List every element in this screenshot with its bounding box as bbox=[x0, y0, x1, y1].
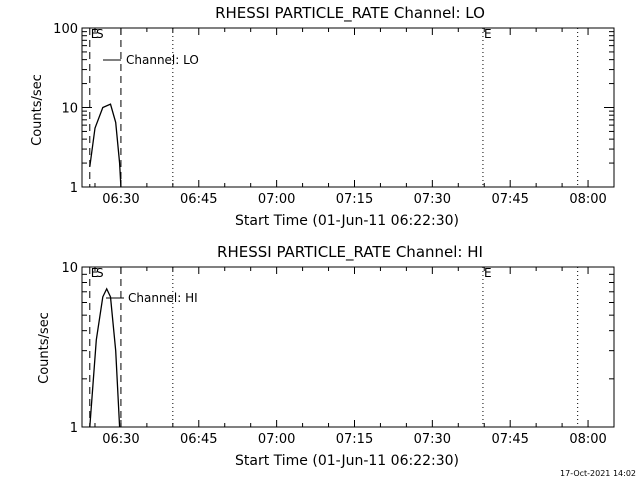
event-label: E bbox=[91, 266, 99, 280]
panel-title: RHESSI PARTICLE_RATE Channel: LO bbox=[215, 4, 485, 23]
x-tick-label: 08:00 bbox=[569, 432, 606, 447]
series-line bbox=[89, 103, 122, 188]
series-line bbox=[89, 287, 121, 428]
plot-frame bbox=[81, 27, 615, 188]
y-ticks: 1 10 100 bbox=[53, 22, 614, 196]
panel-lo: RHESSI PARTICLE_RATE Channel: LO Start T… bbox=[30, 4, 615, 229]
x-tick-label: 07:00 bbox=[258, 432, 295, 447]
panel-title: RHESSI PARTICLE_RATE Channel: HI bbox=[217, 243, 483, 262]
y-tick-label: 1 bbox=[70, 181, 78, 196]
y-tick-label: 1 bbox=[70, 421, 78, 436]
event-lines: ES E bbox=[89, 27, 579, 187]
x-axis-label: Start Time (01-Jun-11 06:22:30) bbox=[235, 453, 459, 469]
x-ticks: 06:30 06:45 07:00 07:15 07:30 07:45 08:00 bbox=[94, 28, 615, 207]
x-tick-label: 07:30 bbox=[414, 432, 451, 447]
x-tick-label: 07:15 bbox=[336, 192, 373, 207]
x-tick-label: 06:30 bbox=[102, 432, 139, 447]
legend-label: Channel: HI bbox=[128, 291, 198, 305]
x-tick-label: 07:45 bbox=[491, 192, 528, 207]
x-tick-label: 07:30 bbox=[414, 192, 451, 207]
y-ticks: 1 10 bbox=[61, 261, 614, 436]
x-ticks: 06:30 06:45 07:00 07:15 07:30 07:45 08:00 bbox=[94, 267, 615, 447]
y-tick-label: 10 bbox=[61, 102, 78, 117]
event-label: S bbox=[96, 27, 104, 41]
event-lines: ES E bbox=[89, 266, 579, 427]
y-axis-label: Counts/sec bbox=[37, 312, 52, 384]
x-tick-label: 07:15 bbox=[336, 432, 373, 447]
x-tick-label: 07:45 bbox=[491, 432, 528, 447]
legend-label: Channel: LO bbox=[126, 53, 199, 67]
x-tick-label: 07:00 bbox=[258, 192, 295, 207]
legend: Channel: HI bbox=[106, 291, 198, 305]
plot-frame bbox=[81, 266, 615, 428]
x-tick-label: 06:45 bbox=[180, 192, 217, 207]
x-tick-label: 08:00 bbox=[569, 192, 606, 207]
y-axis-label: Counts/sec bbox=[30, 74, 45, 146]
event-label: S bbox=[96, 266, 104, 280]
legend: Channel: LO bbox=[103, 53, 199, 67]
event-label: E bbox=[91, 27, 99, 41]
event-label: E bbox=[484, 27, 492, 41]
y-tick-label: 100 bbox=[53, 22, 78, 37]
x-tick-label: 06:45 bbox=[180, 432, 217, 447]
x-axis-label: Start Time (01-Jun-11 06:22:30) bbox=[235, 213, 459, 229]
event-label: E bbox=[484, 266, 492, 280]
panel-hi: RHESSI PARTICLE_RATE Channel: HI Start T… bbox=[37, 243, 615, 469]
plot-timestamp: 17-Oct-2021 14:02 bbox=[560, 469, 636, 478]
x-tick-label: 06:30 bbox=[102, 192, 139, 207]
y-tick-label: 10 bbox=[61, 261, 78, 276]
